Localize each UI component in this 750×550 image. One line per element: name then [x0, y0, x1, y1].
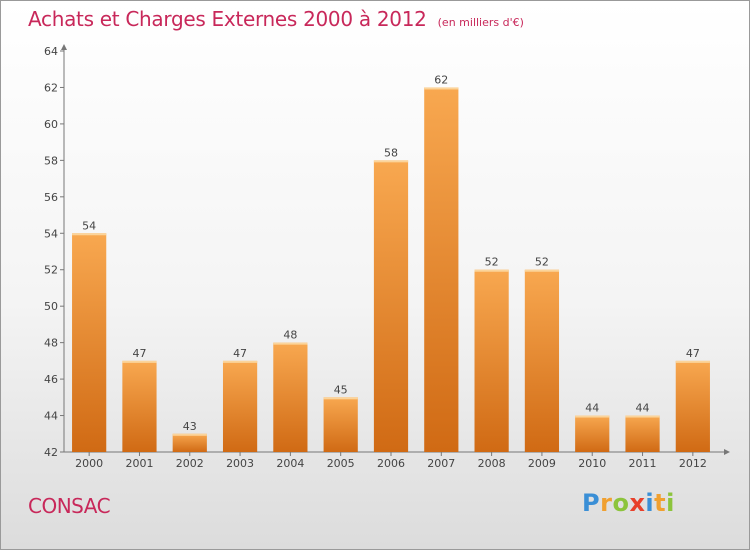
y-tick-label: 48: [44, 337, 58, 350]
bar-highlight: [373, 160, 409, 163]
commune-name: CONSAC: [28, 494, 111, 518]
bar-highlight: [675, 360, 710, 363]
y-tick-label: 42: [44, 446, 58, 459]
y-tick-label: 50: [44, 300, 58, 313]
bar-highlight: [524, 269, 560, 272]
bar: [675, 360, 710, 452]
bar: [575, 415, 610, 452]
chart-title-row: Achats et Charges Externes 2000 à 2012 (…: [28, 7, 524, 31]
bar-value-label: 58: [384, 146, 398, 159]
y-tick-label: 64: [44, 45, 58, 58]
y-tick-label: 54: [44, 227, 58, 240]
x-tick-label: 2003: [226, 457, 254, 470]
y-tick-label: 58: [44, 154, 58, 167]
x-tick-label: 2007: [427, 457, 455, 470]
x-tick-label: 2010: [578, 457, 606, 470]
bar-value-label: 54: [82, 219, 96, 232]
bar-highlight: [222, 360, 258, 363]
x-tick-label: 2008: [478, 457, 506, 470]
x-tick-label: 2001: [125, 457, 153, 470]
bar-highlight: [625, 415, 660, 418]
y-tick-label: 60: [44, 118, 58, 131]
bar-highlight: [172, 433, 207, 436]
logo-letter: r: [600, 489, 613, 517]
x-tick-label: 2002: [176, 457, 204, 470]
bar-value-label: 47: [686, 347, 700, 360]
bar: [273, 342, 308, 452]
bar-highlight: [323, 397, 358, 400]
y-tick-label: 44: [44, 410, 58, 423]
bar: [72, 233, 107, 452]
x-axis-arrow: [724, 449, 730, 455]
x-tick-label: 2000: [75, 457, 103, 470]
bar-value-label: 52: [535, 256, 549, 269]
x-tick-label: 2011: [629, 457, 657, 470]
y-tick-label: 62: [44, 81, 58, 94]
bar: [222, 360, 258, 452]
x-tick-label: 2006: [377, 457, 405, 470]
bar: [122, 360, 157, 452]
x-tick-label: 2012: [679, 457, 707, 470]
y-axis-arrow: [61, 44, 67, 50]
bar-highlight: [474, 269, 509, 272]
logo-letter: x: [629, 489, 646, 517]
bar-value-label: 44: [585, 402, 599, 415]
bar: [424, 87, 459, 453]
bar-value-label: 45: [334, 383, 348, 396]
bar: [474, 269, 509, 452]
x-tick-label: 2005: [327, 457, 355, 470]
x-tick-label: 2004: [276, 457, 304, 470]
bar: [323, 397, 358, 452]
bar-highlight: [575, 415, 610, 418]
logo-letter: i: [645, 489, 655, 517]
bar-value-label: 47: [132, 347, 146, 360]
bar-highlight: [273, 342, 308, 345]
logo-letter: P: [582, 489, 601, 517]
logo-letter: i: [666, 489, 675, 517]
bar-value-label: 48: [283, 329, 297, 342]
bar: [172, 433, 207, 452]
bar: [373, 160, 409, 452]
bar: [625, 415, 660, 452]
bar-value-label: 52: [485, 256, 499, 269]
bar-highlight: [424, 87, 459, 90]
chart-subtitle: (en milliers d'€): [437, 16, 524, 29]
x-tick-label: 2009: [528, 457, 556, 470]
bar-highlight: [122, 360, 157, 363]
y-tick-label: 52: [44, 264, 58, 277]
logo-letter: t: [654, 489, 667, 517]
bar: [524, 269, 560, 452]
bar-value-label: 47: [233, 347, 247, 360]
bar-value-label: 62: [434, 73, 448, 86]
bar-value-label: 44: [636, 402, 650, 415]
bar-highlight: [72, 233, 107, 236]
y-tick-label: 46: [44, 373, 58, 386]
logo-letter: o: [612, 489, 630, 517]
chart-title: Achats et Charges Externes 2000 à 2012: [28, 7, 427, 31]
bar-value-label: 43: [183, 420, 197, 433]
proxiti-logo: Proxiti: [582, 489, 675, 517]
y-tick-label: 56: [44, 191, 58, 204]
